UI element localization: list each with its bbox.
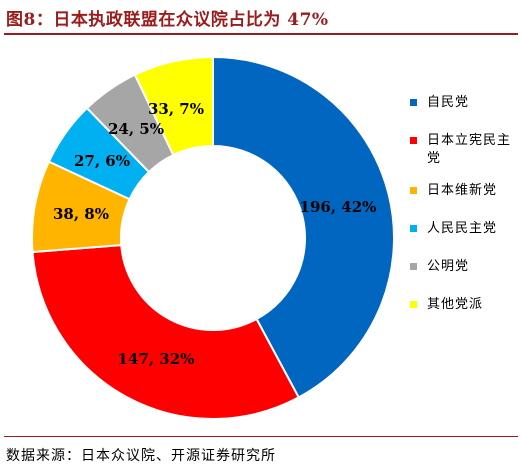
title-rule	[4, 33, 518, 35]
donut-chart: 196, 42% 147, 32% 38, 8% 27, 6% 24, 5% 33, 7%	[31, 55, 395, 420]
legend-label: 其他党派	[427, 297, 484, 312]
legend-label: 人民民主党	[427, 221, 498, 236]
data-label-cdp: 147, 32%	[118, 350, 195, 368]
data-label-ldp: 196, 42%	[300, 198, 377, 216]
data-label-ishin: 38, 8%	[53, 205, 109, 223]
legend-item-dpp: 人民民主党	[410, 220, 518, 238]
data-label-komeito: 24, 5%	[108, 120, 164, 138]
legend-swatch	[410, 263, 417, 270]
legend-item-komeito: 公明党	[410, 258, 518, 276]
legend-label: 日本立宪民主党	[427, 133, 512, 166]
legend: 自民党 日本立宪民主党 日本维新党 人民民主党 公明党 其他党派	[410, 94, 518, 334]
legend-label: 日本维新党	[427, 183, 498, 198]
legend-item-others: 其他党派	[410, 296, 518, 314]
legend-item-ldp: 自民党	[410, 94, 518, 112]
data-label-dpp: 27, 6%	[74, 152, 130, 170]
legend-item-cdp: 日本立宪民主党	[410, 132, 518, 168]
legend-item-ishin: 日本维新党	[410, 182, 518, 200]
slice-cdp	[31, 244, 301, 420]
legend-swatch	[410, 225, 417, 232]
legend-label: 自民党	[427, 95, 470, 110]
legend-label: 公明党	[427, 259, 470, 274]
legend-swatch	[410, 301, 417, 308]
chart-title: 图8：日本执政联盟在众议院占比为 47%	[6, 10, 329, 30]
legend-swatch	[410, 137, 417, 144]
legend-swatch	[410, 99, 417, 106]
slice-others	[133, 55, 214, 157]
data-label-others: 33, 7%	[148, 100, 204, 118]
legend-swatch	[410, 187, 417, 194]
slice-ldp	[212, 55, 395, 399]
source-rule	[4, 436, 518, 437]
source-note: 数据来源：日本众议院、开源证券研究所	[6, 448, 276, 464]
